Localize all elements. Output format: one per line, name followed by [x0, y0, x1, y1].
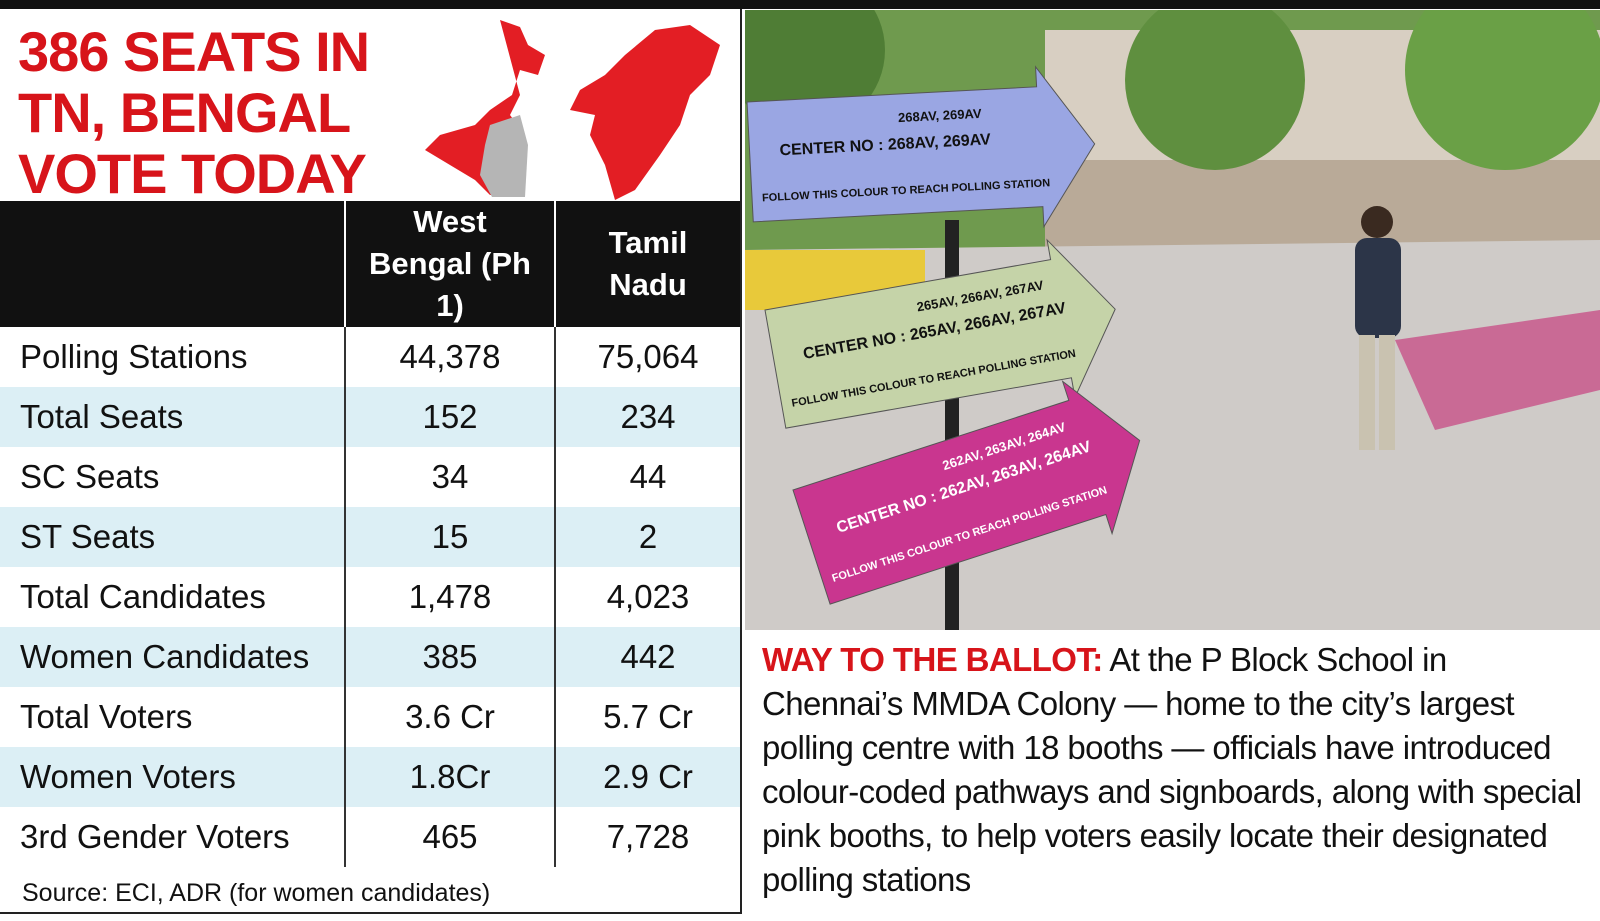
table-row: Total Candidates 1,478 4,023 — [0, 567, 740, 627]
sign-board — [792, 379, 1141, 605]
state-maps — [425, 20, 720, 200]
table-row: Women Candidates 385 442 — [0, 627, 740, 687]
cell-value: 75,064 — [554, 327, 740, 387]
table-row: Total Voters 3.6 Cr 5.7 Cr — [0, 687, 740, 747]
cell-value: 234 — [554, 387, 740, 447]
cell-value: 1,478 — [344, 567, 555, 627]
header-blank — [0, 201, 345, 327]
row-label: 3rd Gender Voters — [20, 818, 290, 855]
cell-value: 5.7 Cr — [554, 687, 740, 747]
row-label: Total Seats — [0, 387, 345, 447]
column-header: West Bengal (Ph 1) — [344, 201, 555, 327]
sign-board — [746, 65, 1096, 229]
cell-value: 2 — [554, 507, 740, 567]
stats-table: West Bengal (Ph 1) Tamil Nadu Polling St… — [0, 201, 740, 867]
cell-value: 152 — [344, 387, 555, 447]
headline: 386 SEATS IN TN, BENGAL VOTE TODAY — [18, 20, 370, 205]
table-row: Women Voters 1.8Cr 2.9 Cr — [0, 747, 740, 807]
source-note: Source: ECI, ADR (for women candidates) — [22, 879, 491, 907]
top-rule — [0, 0, 1600, 9]
table-row: Total Seats 152 234 — [0, 387, 740, 447]
cell-value: 34 — [344, 447, 555, 507]
row-label: SC Seats — [20, 458, 160, 495]
cell-value: 1.8Cr — [344, 747, 555, 807]
headline-line: TN, BENGAL — [18, 81, 351, 144]
headline-line: VOTE TODAY — [18, 142, 367, 205]
cell-value: 385 — [344, 627, 555, 687]
infographic: 386 SEATS IN TN, BENGAL VOTE TODAY West … — [0, 9, 742, 914]
table-row: 3rd Gender Voters 465 7,728 — [0, 807, 740, 867]
cell-value: 465 — [344, 807, 555, 867]
cell-value: 44 — [554, 447, 740, 507]
cell-value: 7,728 — [554, 807, 740, 867]
caption-text: At the P Block School in Chennai’s MMDA … — [762, 641, 1582, 898]
row-label: Women Candidates — [0, 627, 345, 687]
cell-value: 44,378 — [344, 327, 555, 387]
cell-value: 442 — [554, 627, 740, 687]
photo-caption: WAY TO THE BALLOT: At the P Block School… — [762, 638, 1592, 902]
person — [1355, 206, 1401, 450]
cell-value: 2.9 Cr — [554, 747, 740, 807]
sign-board — [764, 238, 1116, 429]
row-label: Women Voters — [0, 747, 345, 807]
row-label: ST Seats — [0, 507, 345, 567]
cell-value: 4,023 — [554, 567, 740, 627]
sign-code: 268AV, 269AV — [898, 106, 983, 125]
headline-line: 386 SEATS IN — [18, 20, 370, 83]
table-row: SC Seats 34 44 — [0, 447, 740, 507]
table-row: Polling Stations 44,378 75,064 — [0, 327, 740, 387]
row-label: Total Candidates — [20, 578, 266, 615]
column-header: Tamil Nadu — [554, 201, 740, 327]
row-label: Total Voters — [20, 698, 193, 735]
cell-value: 3.6 Cr — [344, 687, 555, 747]
row-label: Polling Stations — [20, 338, 248, 375]
table-row: ST Seats 15 2 — [0, 507, 740, 567]
cell-value: 15 — [344, 507, 555, 567]
caption-label: WAY TO THE BALLOT: — [762, 641, 1103, 678]
